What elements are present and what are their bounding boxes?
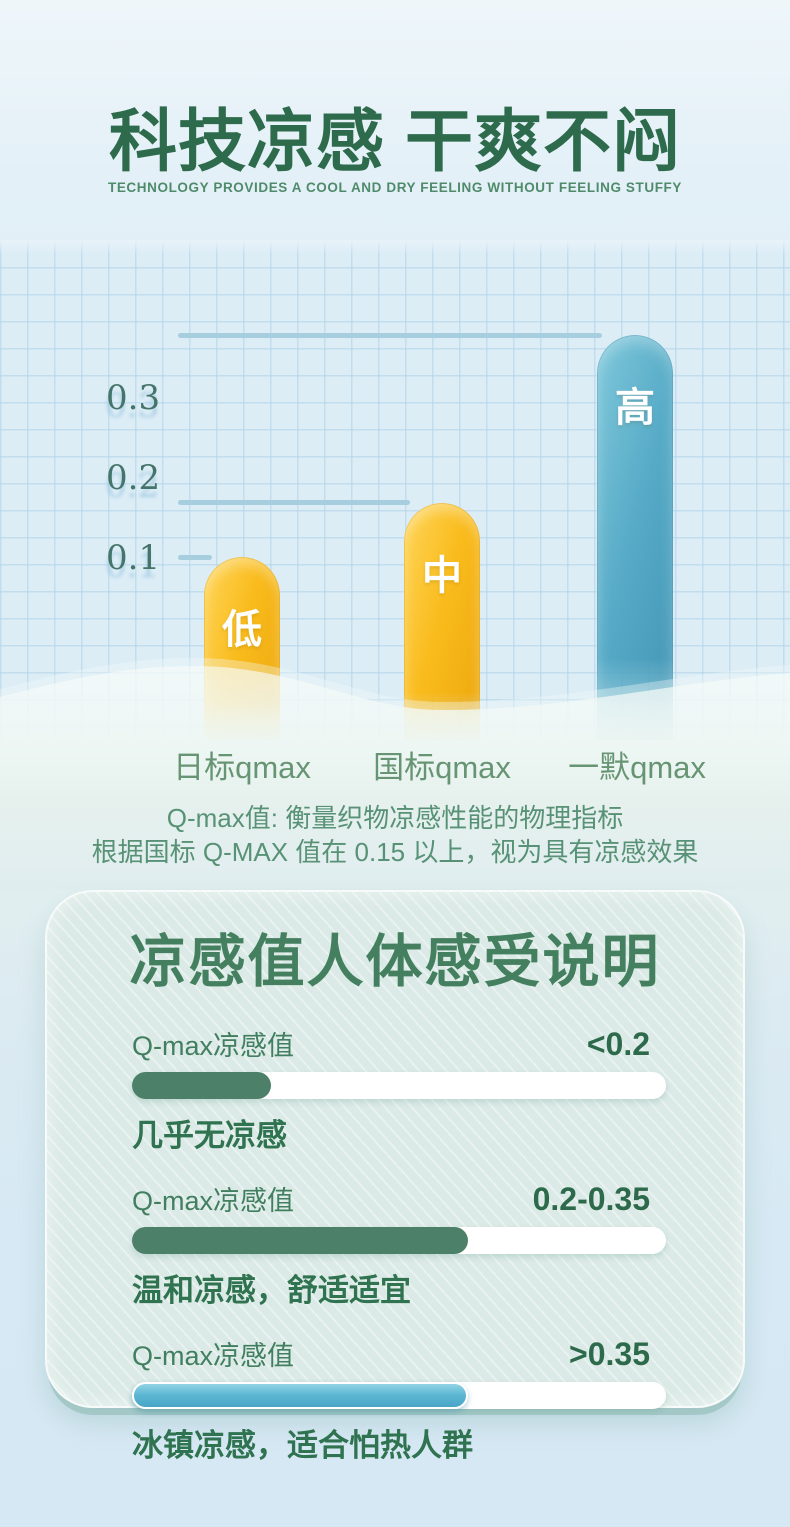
category-label-1: 日标qmax <box>173 750 311 785</box>
row-label: Q-max凉感值 <box>132 1031 294 1061</box>
category-label-3: 一默qmax <box>568 750 706 785</box>
value-marker-line-mid <box>178 500 410 505</box>
row-description: 几乎无凉感 <box>132 1118 287 1153</box>
progress-track <box>132 1227 666 1254</box>
qmax-note-line2: 根据国标 Q-MAX 值在 0.15 以上，视为具有凉感效果 <box>91 837 699 867</box>
card-title: 凉感值人体感受说明 <box>129 930 661 994</box>
progress-fill-green <box>132 1072 271 1099</box>
row-head: Q-max凉感值 <0.2 <box>132 1024 666 1063</box>
y-axis-tick-0.2: 0.2 <box>106 458 161 498</box>
bar-low-label: 低 <box>222 608 262 652</box>
scale-row-mid: Q-max凉感值 0.2-0.35 温和凉感，舒适适宜 <box>132 1179 666 1310</box>
row-label: Q-max凉感值 <box>132 1186 294 1216</box>
row-head: Q-max凉感值 0.2-0.35 <box>132 1179 666 1218</box>
row-value: <0.2 <box>586 1026 650 1062</box>
progress-track <box>132 1072 666 1099</box>
wave-overlay <box>0 657 790 890</box>
row-value: 0.2-0.35 <box>532 1181 650 1217</box>
row-head: Q-max凉感值 >0.35 <box>132 1334 666 1373</box>
qmax-note-line1: Q-max值: 衡量织物凉感性能的物理指标 <box>166 803 624 833</box>
card-rows: Q-max凉感值 <0.2 几乎无凉感 Q-max凉感值 0.2-0.35 温和… <box>132 1024 666 1465</box>
category-label-2: 国标qmax <box>373 750 511 785</box>
cooling-scale-card: 凉感值人体感受说明 Q-max凉感值 <0.2 几乎无凉感 Q-max凉感值 0… <box>45 890 745 1463</box>
scale-row-low: Q-max凉感值 <0.2 几乎无凉感 <box>132 1024 666 1155</box>
bar-high-label: 高 <box>615 386 655 430</box>
qmax-note: Q-max值: 衡量织物凉感性能的物理指标 根据国标 Q-MAX 值在 0.15… <box>0 801 790 869</box>
row-description: 冰镇凉感，适合怕热人群 <box>132 1428 473 1463</box>
bar-mid: 中 <box>404 503 480 740</box>
value-marker-line-low <box>178 555 212 560</box>
y-axis-tick-0.3: 0.3 <box>106 378 161 418</box>
value-marker-line-high <box>178 333 602 338</box>
page-subtitle: TECHNOLOGY PROVIDES A COOL AND DRY FEELI… <box>107 180 683 195</box>
row-value: >0.35 <box>569 1336 650 1372</box>
progress-fill-blue <box>132 1382 469 1409</box>
progress-fill-green <box>132 1227 469 1254</box>
bar-mid-label: 中 <box>422 554 462 598</box>
progress-track <box>132 1382 666 1409</box>
page-title: 科技凉感 干爽不闷 <box>109 104 681 180</box>
scale-row-high: Q-max凉感值 >0.35 冰镇凉感，适合怕热人群 <box>132 1334 666 1465</box>
y-axis-tick-0.1: 0.1 <box>106 538 161 578</box>
row-description: 温和凉感，舒适适宜 <box>132 1273 411 1308</box>
bar-high: 高 <box>597 335 673 740</box>
row-label: Q-max凉感值 <box>132 1341 294 1371</box>
